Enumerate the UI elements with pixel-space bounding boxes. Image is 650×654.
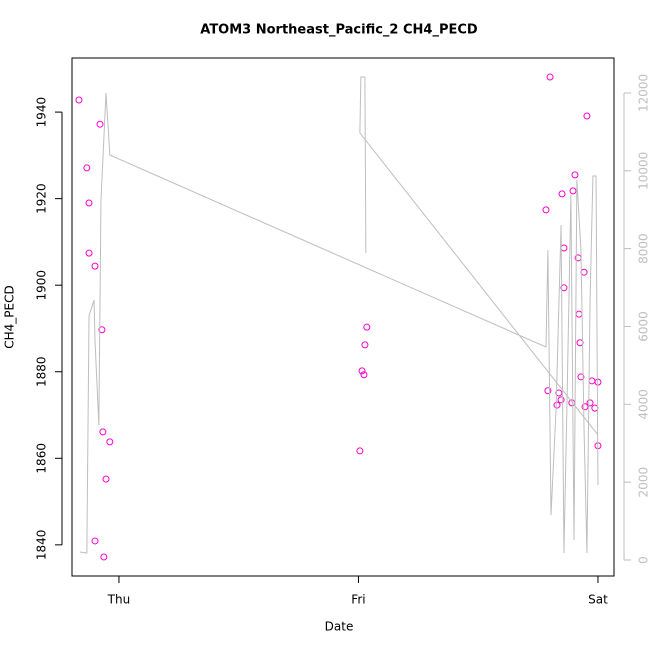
y2-tick-label: 12000 — [637, 74, 650, 112]
y-tick-label: 1880 — [35, 356, 49, 387]
y2-tick-label: 8000 — [637, 233, 650, 264]
y-tick-label: 1920 — [35, 183, 49, 214]
x-tick-label: Thu — [107, 593, 131, 607]
y-tick-label: 1940 — [35, 97, 49, 128]
y2-tick-label: 4000 — [637, 389, 650, 420]
y-tick-label: 1900 — [35, 270, 49, 301]
y-tick-label: 1840 — [35, 530, 49, 561]
y2-tick-label: 6000 — [637, 311, 650, 342]
y2-tick-label: 10000 — [637, 152, 650, 190]
x-axis-label: Date — [325, 620, 354, 634]
y-tick-label: 1860 — [35, 443, 49, 474]
x-tick-label: Fri — [351, 593, 365, 607]
x-tick-label: Sat — [588, 593, 608, 607]
y-axis-label: CH4_PECD — [3, 285, 17, 348]
y2-tick-label: 2000 — [637, 467, 650, 498]
chart-title: ATOM3 Northeast_Pacific_2 CH4_PECD — [200, 23, 478, 38]
y2-tick-label: 0 — [637, 556, 650, 564]
